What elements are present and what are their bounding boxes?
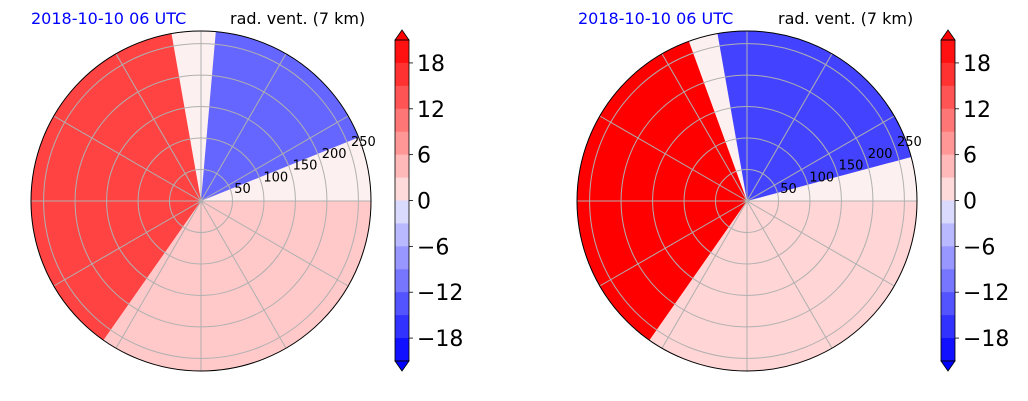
chart-title-date: 2018-10-10 06 UTC: [31, 9, 187, 28]
colorbar-segment: [395, 131, 409, 156]
field-region-positive: [31, 31, 201, 342]
colorbar-segment: [941, 85, 955, 110]
colorbar-tick-label: 12: [417, 98, 445, 123]
azimuth-gridline: [599, 115, 748, 202]
field-region-positive: [102, 201, 371, 371]
azimuth-gridline: [200, 200, 287, 349]
colorbar-segment: [941, 246, 955, 270]
colorbar-segment: [395, 154, 409, 179]
colorbar-tick-label: 0: [963, 190, 977, 215]
colorbar-segment: [395, 40, 409, 64]
azimuth-gridline: [200, 115, 349, 202]
radial-tick-label: 250: [351, 135, 376, 150]
radial-tick-label: 100: [809, 170, 834, 185]
colorbar-segment: [395, 85, 409, 110]
colorbar-segment: [941, 292, 955, 316]
chart-title-variable: rad. vent. (7 km): [230, 9, 366, 28]
chart-panel-right: 2018-10-10 06 UTC rad. vent. (7 km) 50 10…: [546, 0, 1028, 401]
colorbar-segment: [941, 200, 955, 224]
colorbar-tick-label: −12: [417, 281, 463, 306]
azimuth-gridline: [661, 200, 748, 349]
colorbar-segment: [941, 154, 955, 179]
colorbar-segment: [395, 200, 409, 224]
colorbar-extend-max: [394, 29, 410, 41]
colorbar-segment: [941, 131, 955, 156]
radial-tick-label: 200: [868, 147, 893, 162]
colorbar-segment: [941, 62, 955, 87]
chart-title-date: 2018-10-10 06 UTC: [578, 9, 734, 28]
colorbar-segment: [395, 269, 409, 293]
polar-plot-left: 50 100 150 200 250 18 12 6 0 −6 −12 −18: [30, 29, 463, 372]
colorbar-extend-max: [940, 29, 956, 41]
azimuth-gridline: [53, 115, 202, 202]
field-region-positive: [648, 201, 917, 371]
colorbar-tick-label: −6: [963, 235, 995, 260]
colorbar-segment: [395, 315, 409, 339]
colorbar-tick-label: 0: [417, 190, 431, 215]
azimuth-gridline: [599, 200, 748, 287]
colorbar-segment: [941, 269, 955, 293]
azimuth-gridline: [746, 200, 833, 349]
colorbar-tick-label: −18: [963, 327, 1009, 352]
azimuth-gridline: [661, 53, 748, 202]
field-region-negative: [717, 31, 914, 201]
radial-tick-label: 50: [780, 182, 797, 197]
colorbar-tick-label: −18: [417, 327, 463, 352]
radial-tick-label: 250: [897, 135, 922, 150]
colorbar-extend-min: [940, 360, 956, 372]
azimuth-gridline: [746, 53, 833, 202]
colorbar-segment: [395, 246, 409, 270]
chart-panel-left: 2018-10-10 06 UTC rad. vent. (7 km) 50 10…: [30, 9, 463, 372]
colorbar-segment: [395, 108, 409, 133]
azimuth-gridline: [746, 115, 895, 202]
plot-boundary: [576, 30, 918, 372]
colorbar-segment: [941, 223, 955, 247]
colorbar-segment: [941, 40, 955, 64]
colorbar-tick-label: −6: [417, 235, 449, 260]
colorbar-tick-label: 18: [963, 52, 991, 77]
colorbar-segment: [395, 292, 409, 316]
colorbar-tick-label: 6: [417, 144, 431, 169]
radial-tick-label: 100: [263, 170, 288, 185]
colorbar-extend-min: [394, 360, 410, 372]
colorbar-segment: [941, 315, 955, 339]
field-region-negative: [201, 31, 361, 201]
radial-tick-label: 200: [322, 147, 347, 162]
azimuth-gridline: [200, 53, 287, 202]
field-region-positive: [577, 39, 747, 342]
colorbar-segment: [395, 177, 409, 201]
colorbar-tick-label: 12: [963, 98, 991, 123]
azimuth-gridline: [115, 200, 202, 349]
colorbar-segment: [941, 177, 955, 201]
azimuth-gridline: [746, 200, 895, 287]
colorbar-segment: [395, 338, 409, 362]
azimuth-gridline: [53, 200, 202, 287]
azimuth-gridline: [115, 53, 202, 202]
chart-title-variable: rad. vent. (7 km): [778, 9, 914, 28]
colorbar-tick-label: 6: [963, 144, 977, 169]
colorbar-segment: [395, 62, 409, 87]
azimuth-gridline: [200, 200, 349, 287]
colorbar-tick-label: 18: [417, 52, 445, 77]
polar-plot-right: 50 100 150 200 250 18 12 6 0 −6 −12 −18: [576, 29, 1009, 372]
plot-boundary: [30, 30, 372, 372]
colorbar-segment: [941, 108, 955, 133]
radial-tick-label: 50: [234, 182, 251, 197]
colorbar-segment: [941, 338, 955, 362]
colorbar-tick-label: −12: [963, 281, 1009, 306]
radial-tick-label: 150: [839, 159, 864, 174]
colorbar-segment: [395, 223, 409, 247]
radial-tick-label: 150: [293, 159, 318, 174]
